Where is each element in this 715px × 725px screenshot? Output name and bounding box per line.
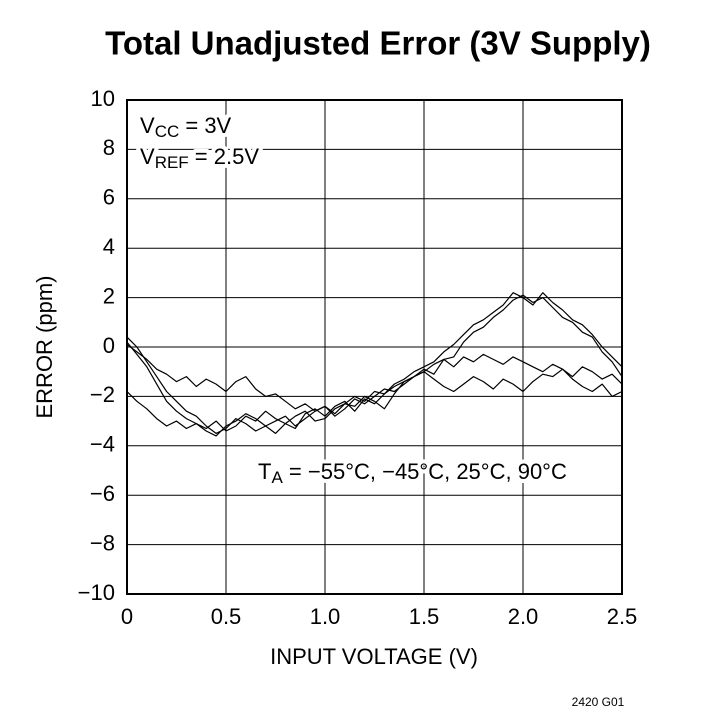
y-tick-label: −8 <box>90 530 115 555</box>
y-tick-label: 0 <box>103 333 115 358</box>
annotation-text: = 2.5V <box>189 144 260 169</box>
y-tick-label: −2 <box>90 382 115 407</box>
plot-frame <box>126 99 623 595</box>
annotation-subscript: CC <box>155 122 180 141</box>
x-tick-label: 2.0 <box>508 604 539 629</box>
y-tick-label: 2 <box>103 283 115 308</box>
series-line <box>126 344 623 417</box>
footnote: 2420 G01 <box>572 695 625 709</box>
annotation-subscript: REF <box>155 153 189 172</box>
annotation-text: = −55°C, −45°C, 25°C, 90°C <box>283 459 567 484</box>
y-tick-label: −10 <box>78 580 115 605</box>
series-line <box>126 294 623 432</box>
annotation-subscript: A <box>271 468 283 487</box>
y-tick-label: −6 <box>90 481 115 506</box>
annotation-text: = 3V <box>179 113 231 138</box>
chart-title: Total Unadjusted Error (3V Supply) <box>105 25 651 62</box>
y-axis-label: ERROR (ppm) <box>32 275 57 418</box>
annotation: VCC = 3V <box>140 113 232 142</box>
x-tick-label: 2.5 <box>607 604 638 629</box>
y-tick-label: 10 <box>91 86 115 111</box>
annotation-text: V <box>140 113 155 138</box>
annotation-text: T <box>258 459 271 484</box>
x-tick-label: 1.0 <box>310 604 341 629</box>
annotation: TA = −55°C, −45°C, 25°C, 90°C <box>258 459 567 488</box>
y-tick-label: 6 <box>103 185 115 210</box>
x-tick-label: 1.5 <box>409 604 440 629</box>
y-tick-label: −4 <box>90 432 115 457</box>
x-tick-label: 0.5 <box>211 604 242 629</box>
annotation: VREF = 2.5V <box>140 144 259 173</box>
annotation-text: V <box>140 144 155 169</box>
series-line <box>126 368 623 437</box>
x-axis-label: INPUT VOLTAGE (V) <box>270 644 478 669</box>
y-tick-label: 4 <box>103 234 115 259</box>
series-line <box>126 292 623 434</box>
y-tick-label: 8 <box>103 135 115 160</box>
x-tick-label: 0 <box>121 604 133 629</box>
